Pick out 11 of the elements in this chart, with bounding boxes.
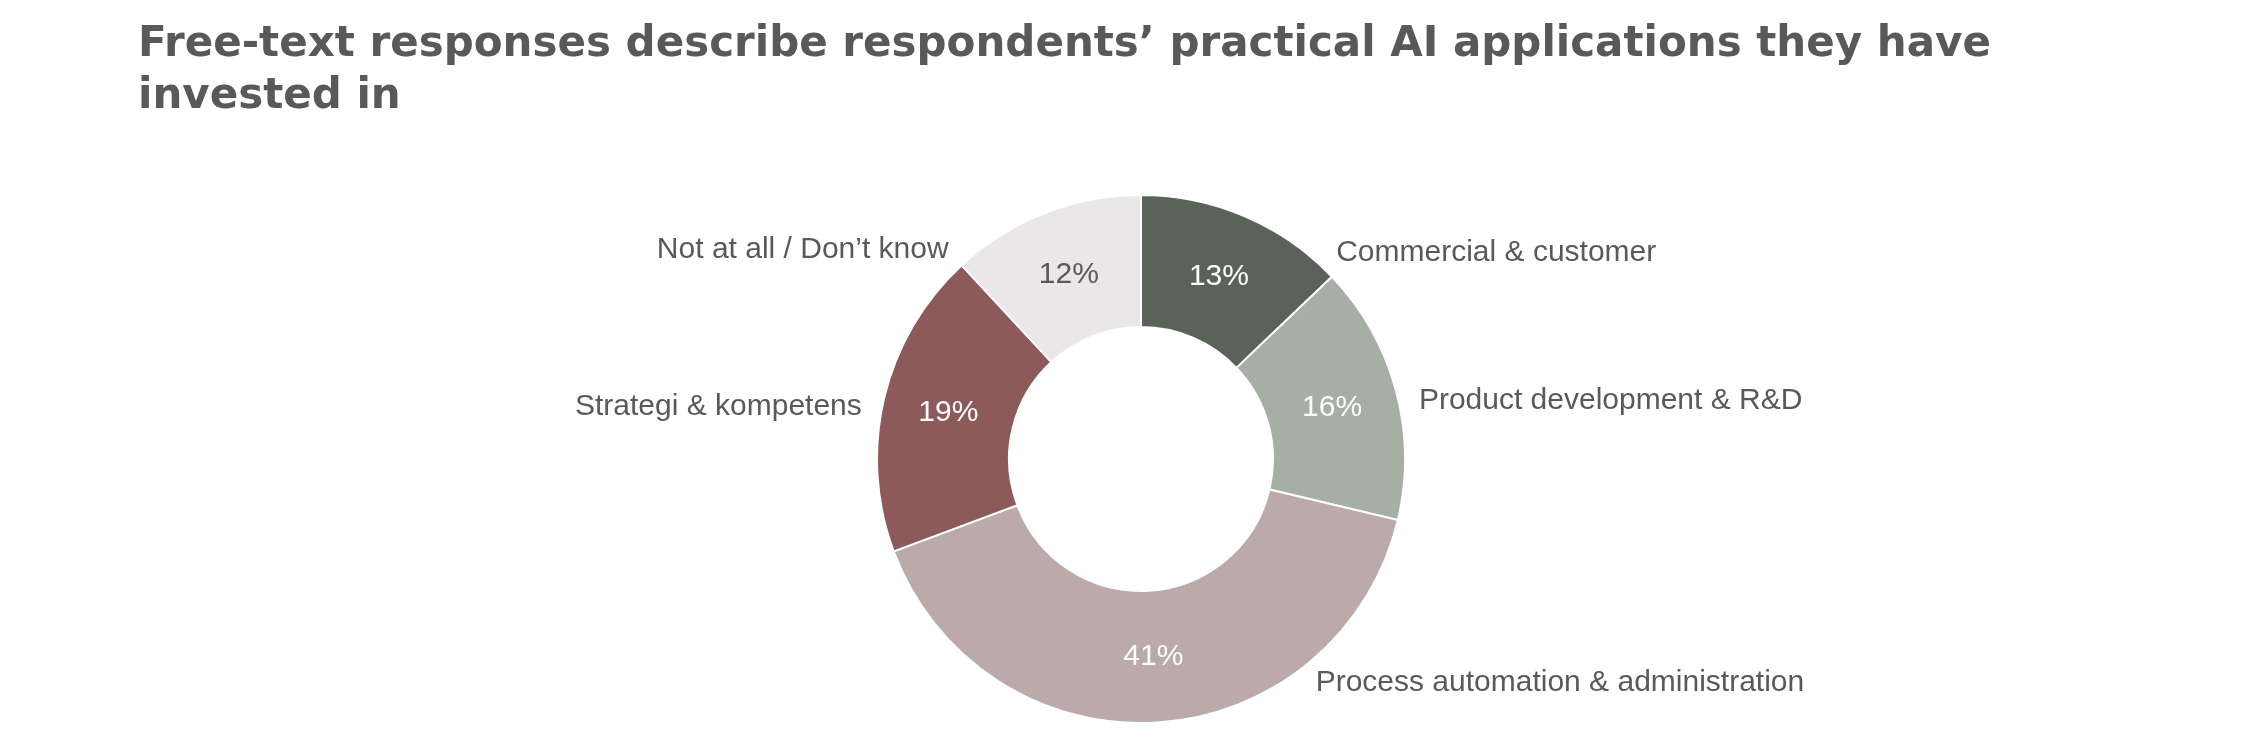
slice-label: Process automation & administration [1315,664,1805,698]
data-label: 16% [1302,388,1363,422]
data-label: 41% [1123,637,1184,671]
data-label: 12% [1038,255,1099,289]
slice-label: Strategi & kompetens [574,388,862,422]
slice-label: Not at all / Don’t know [656,231,949,265]
data-label: 13% [1188,258,1249,292]
chart-title: Free-text responses describe respondents’ practical AI applications they have invested in [138,16,1992,120]
slice-label: Commercial & customer [1336,233,1657,267]
slice-label: Product development & R&D [1418,381,1803,415]
data-label: 19% [918,394,979,428]
